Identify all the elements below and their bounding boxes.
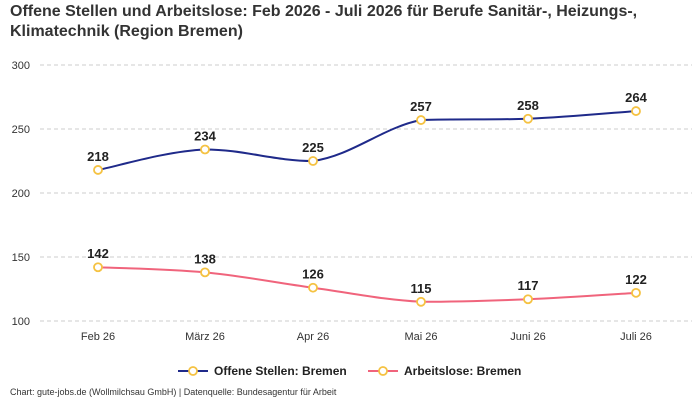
data-label: 138 bbox=[194, 251, 216, 266]
data-point bbox=[308, 156, 318, 166]
data-label: 258 bbox=[517, 98, 539, 113]
y-tick-label: 150 bbox=[12, 252, 30, 264]
data-point bbox=[631, 106, 641, 116]
chart-footer: Chart: gute-jobs.de (Wollmilchsau GmbH) … bbox=[10, 387, 337, 397]
data-point bbox=[200, 144, 210, 155]
data-label: 264 bbox=[625, 90, 647, 105]
data-point bbox=[93, 165, 103, 175]
data-point bbox=[523, 113, 533, 124]
data-point bbox=[523, 294, 533, 305]
data-point bbox=[416, 115, 426, 125]
data-label: 257 bbox=[410, 99, 432, 114]
x-tick-label: Mai 26 bbox=[404, 331, 437, 343]
data-label: 234 bbox=[194, 128, 216, 143]
data-label: 115 bbox=[411, 281, 432, 296]
x-tick-label: Apr 26 bbox=[297, 331, 329, 343]
legend-label: Offene Stellen: Bremen bbox=[214, 364, 347, 378]
data-point bbox=[308, 282, 318, 293]
y-tick-label: 100 bbox=[12, 316, 30, 328]
y-tick-label: 300 bbox=[12, 60, 30, 72]
data-point bbox=[200, 267, 210, 278]
data-point bbox=[416, 296, 426, 307]
data-point bbox=[631, 287, 641, 298]
y-tick-label: 250 bbox=[12, 124, 30, 136]
series-line bbox=[97, 266, 637, 303]
chart-title: Offene Stellen und Arbeitslose: Feb 2026… bbox=[10, 3, 638, 40]
data-label: 117 bbox=[518, 278, 539, 293]
legend-marker bbox=[378, 366, 388, 376]
data-point bbox=[93, 262, 103, 273]
x-tick-label: März 26 bbox=[185, 331, 225, 343]
data-label: 225 bbox=[302, 140, 324, 155]
x-tick-label: Juni 26 bbox=[510, 331, 545, 343]
data-label: 122 bbox=[625, 272, 647, 287]
y-tick-label: 200 bbox=[12, 188, 30, 200]
series-line bbox=[97, 110, 637, 171]
legend-label: Arbeitslose: Bremen bbox=[404, 364, 521, 378]
data-label: 142 bbox=[87, 246, 109, 261]
legend-marker bbox=[188, 366, 198, 376]
data-label: 218 bbox=[87, 149, 109, 164]
data-label: 126 bbox=[302, 267, 324, 282]
x-tick-label: Juli 26 bbox=[620, 331, 652, 343]
x-tick-label: Feb 26 bbox=[81, 331, 115, 343]
